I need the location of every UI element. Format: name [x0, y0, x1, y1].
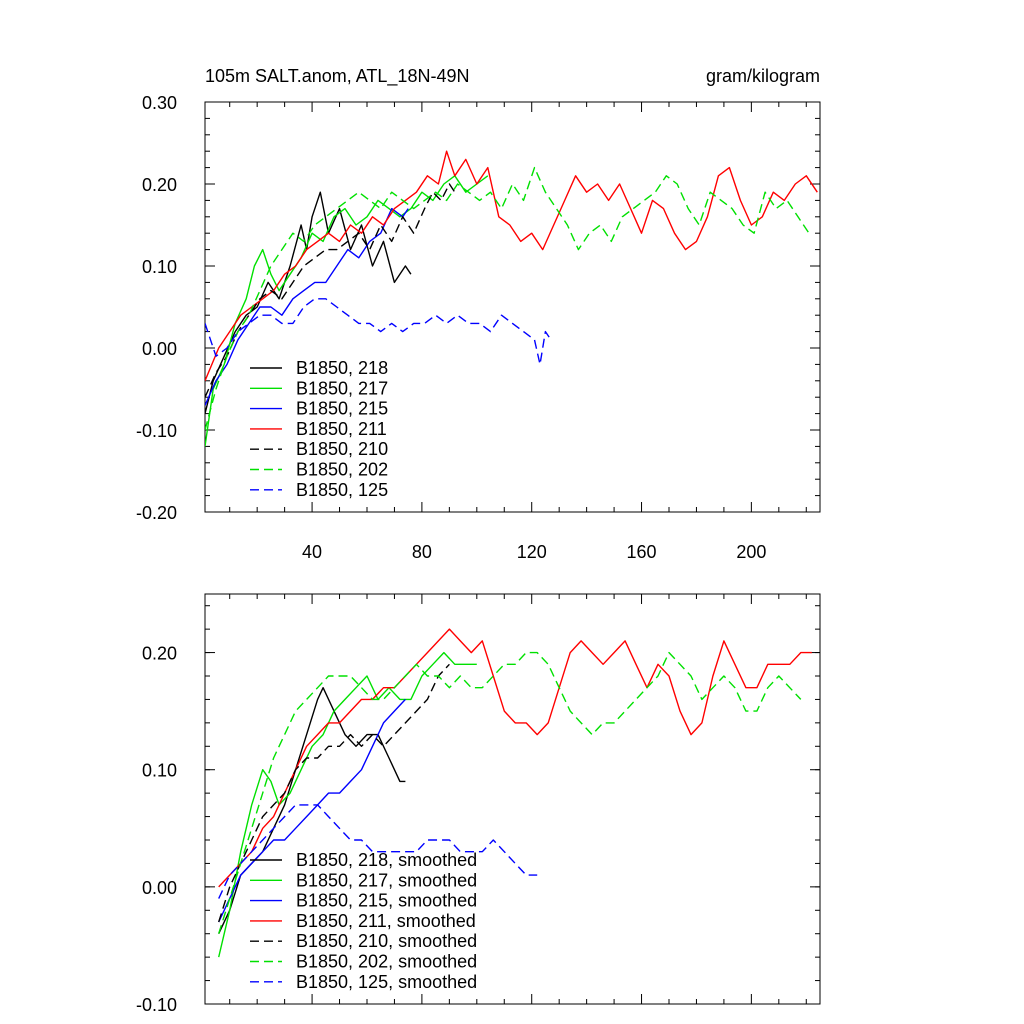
- legend-label-1: B1850, 217, smoothed: [296, 870, 477, 890]
- legend-label-0: B1850, 218: [296, 358, 388, 378]
- legend-label-3: B1850, 211, smoothed: [296, 911, 476, 931]
- units-label: gram/kilogram: [706, 66, 820, 86]
- series-line-3: [218, 628, 812, 888]
- legend-label-5: B1850, 202: [296, 460, 388, 480]
- legend-label-5: B1850, 202, smoothed: [296, 952, 477, 972]
- series-line-2: [218, 698, 406, 923]
- y-tick-label: -0.20: [136, 503, 177, 523]
- y-tick-label: 0.20: [142, 175, 177, 195]
- series-line-6: [205, 298, 552, 366]
- x-tick-label: 200: [736, 542, 766, 562]
- chart-title: 105m SALT.anom, ATL_18N-49N: [205, 66, 469, 87]
- legend-label-0: B1850, 218, smoothed: [296, 850, 477, 870]
- series-line-5: [218, 651, 802, 934]
- x-tick-label: 160: [627, 542, 657, 562]
- plot-frame: [204, 101, 821, 513]
- y-tick-label: -0.10: [136, 995, 177, 1015]
- plot-frame: [204, 593, 821, 1005]
- y-tick-label: 0.00: [142, 878, 177, 898]
- x-tick-label: 80: [412, 542, 432, 562]
- series-line-6: [218, 804, 538, 899]
- series-line-2: [205, 207, 409, 406]
- y-tick-label: 0.30: [142, 93, 177, 113]
- top-panel: 40 80 120 160 200 -0.20 -0.10 0.00 0.10 0.20 0.30 B…: [136, 93, 821, 562]
- legend-label-4: B1850, 210, smoothed: [296, 931, 477, 951]
- y-tick-label: 0.20: [142, 644, 177, 664]
- series-line-4: [205, 183, 456, 398]
- legend-label-1: B1850, 217: [296, 378, 388, 398]
- legend-label-2: B1850, 215, smoothed: [296, 891, 477, 911]
- y-tick-label: 0.00: [142, 339, 177, 359]
- y-tick-label: 0.10: [142, 257, 177, 277]
- x-tick-label: 40: [302, 542, 322, 562]
- legend-label-4: B1850, 210: [296, 439, 388, 459]
- x-tick-label: 120: [517, 542, 547, 562]
- series-line-3: [205, 150, 818, 382]
- series-line-1: [218, 651, 477, 958]
- legend-label-6: B1850, 125, smoothed: [296, 972, 477, 992]
- y-tick-label: -0.10: [136, 421, 177, 441]
- legend-label-3: B1850, 211: [296, 419, 387, 439]
- y-tick-label: 0.10: [142, 761, 177, 781]
- legend-label-2: B1850, 215: [296, 399, 388, 419]
- series-line-1: [205, 175, 489, 447]
- legend-label-6: B1850, 125: [296, 480, 388, 500]
- series-line-4: [218, 663, 450, 923]
